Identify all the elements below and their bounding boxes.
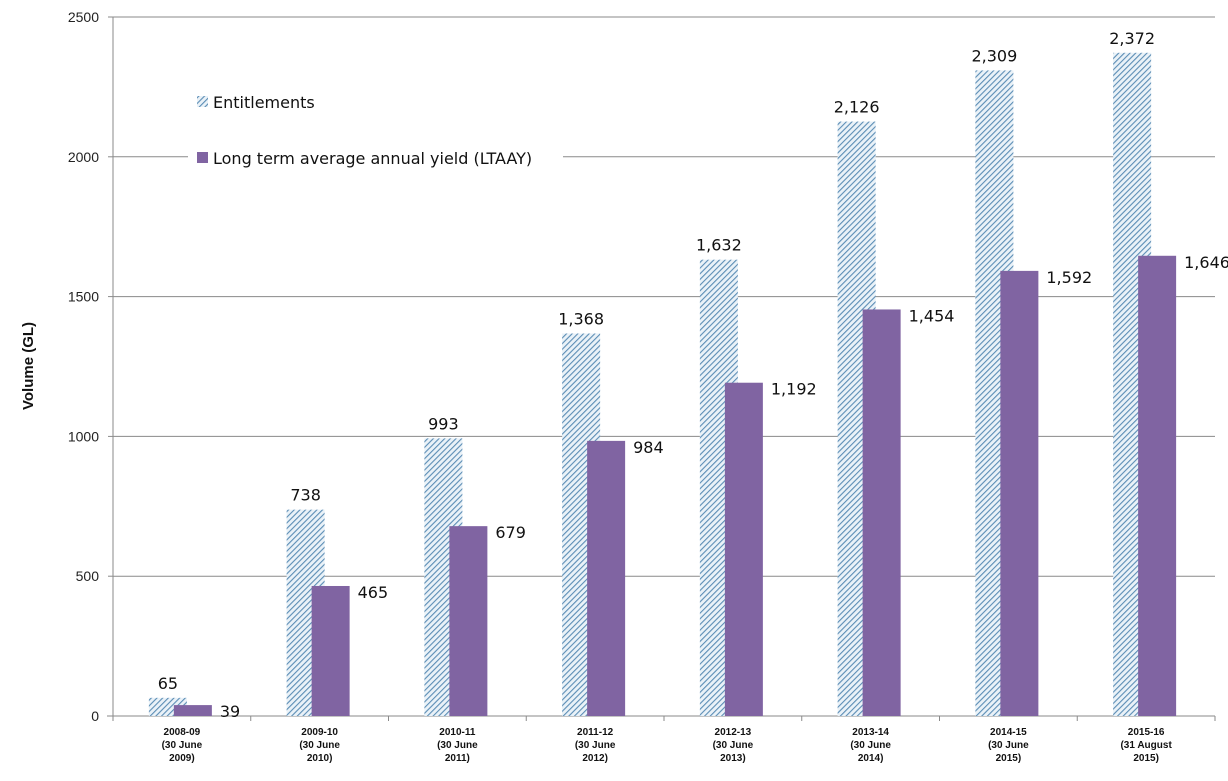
x-tick-label: 2012) bbox=[582, 753, 608, 764]
data-label-ltaay: 679 bbox=[495, 523, 526, 542]
data-label-ltaay: 984 bbox=[633, 438, 664, 457]
x-tick-label: 2013) bbox=[720, 753, 746, 764]
data-label-ltaay: 1,454 bbox=[909, 306, 955, 325]
data-label-entitlements: 65 bbox=[158, 674, 178, 693]
x-tick-label: (30 June bbox=[713, 740, 754, 751]
bar-ltaay bbox=[724, 382, 763, 716]
data-label-ltaay: 1,192 bbox=[771, 380, 817, 399]
x-tick-label: 2012-13 bbox=[715, 727, 752, 738]
data-label-ltaay: 39 bbox=[220, 702, 240, 721]
x-tick-label: (30 June bbox=[850, 740, 891, 751]
legend: Entitlements Long term average annual yie… bbox=[188, 84, 563, 184]
x-tick-label: 2014) bbox=[858, 753, 884, 764]
x-tick-label: (30 June bbox=[575, 740, 616, 751]
y-tick-label: 1500 bbox=[68, 289, 99, 305]
x-tick-label: 2011-12 bbox=[577, 727, 614, 738]
bars bbox=[148, 52, 1177, 717]
bar-ltaay bbox=[449, 526, 488, 716]
x-tick-label: 2009-10 bbox=[301, 727, 338, 738]
x-tick-label: 2009) bbox=[169, 753, 195, 764]
bar-ltaay bbox=[311, 585, 350, 716]
legend-background bbox=[188, 84, 563, 184]
data-label-entitlements: 2,372 bbox=[1109, 29, 1155, 48]
data-label-entitlements: 2,309 bbox=[971, 46, 1017, 65]
x-tick-label: (30 June bbox=[162, 740, 203, 751]
legend-label-ltaay: Long term average annual yield (LTAAY) bbox=[213, 149, 532, 168]
data-label-ltaay: 1,646 bbox=[1184, 253, 1228, 272]
bar-ltaay bbox=[1000, 270, 1039, 716]
legend-label-entitlements: Entitlements bbox=[213, 93, 315, 112]
y-tick-label: 0 bbox=[91, 708, 99, 724]
x-tick-label: 2011) bbox=[445, 753, 470, 764]
y-axis-title: Volume (GL) bbox=[20, 322, 37, 410]
x-tick-label: 2015) bbox=[996, 753, 1022, 764]
x-tick-label: 2010-11 bbox=[439, 727, 476, 738]
data-label-ltaay: 465 bbox=[358, 583, 389, 602]
x-tick-label: (30 June bbox=[988, 740, 1029, 751]
bar-ltaay bbox=[862, 309, 901, 716]
bar-ltaay bbox=[1138, 255, 1177, 717]
bar-ltaay bbox=[587, 440, 626, 716]
y-tick-label: 2000 bbox=[68, 149, 99, 165]
y-tick-label: 1000 bbox=[68, 428, 99, 444]
legend-swatch-entitlements bbox=[197, 96, 208, 107]
x-tick-label: 2010) bbox=[307, 753, 333, 764]
axes: 0 500 1000 1500 2000 2500 2008-09 (30 June 2009)… bbox=[68, 9, 1216, 764]
x-tick-label: 2015) bbox=[1133, 753, 1159, 764]
bar-ltaay bbox=[173, 705, 212, 716]
data-label-entitlements: 993 bbox=[428, 414, 459, 433]
data-labels: 65 39 738 465 993 679 1,368 984 1,632 1,192 2,126 1… bbox=[158, 29, 1228, 721]
x-tick-label: (30 June bbox=[437, 740, 478, 751]
x-tick-label: 2014-15 bbox=[990, 727, 1027, 738]
x-tick-label: 2013-14 bbox=[852, 727, 889, 738]
data-label-entitlements: 1,368 bbox=[558, 310, 604, 329]
x-tick-label: 2008-09 bbox=[164, 727, 201, 738]
x-tick-label: (31 August bbox=[1120, 740, 1172, 751]
y-tick-label: 2500 bbox=[68, 9, 99, 25]
data-label-ltaay: 1,592 bbox=[1046, 268, 1092, 287]
x-tick-label: (30 June bbox=[299, 740, 340, 751]
data-label-entitlements: 2,126 bbox=[834, 98, 880, 117]
legend-swatch-ltaay bbox=[197, 152, 208, 163]
data-label-entitlements: 1,632 bbox=[696, 236, 742, 255]
data-label-entitlements: 738 bbox=[290, 486, 321, 505]
y-tick-label: 500 bbox=[76, 568, 100, 584]
x-tick-label: 2015-16 bbox=[1128, 727, 1165, 738]
